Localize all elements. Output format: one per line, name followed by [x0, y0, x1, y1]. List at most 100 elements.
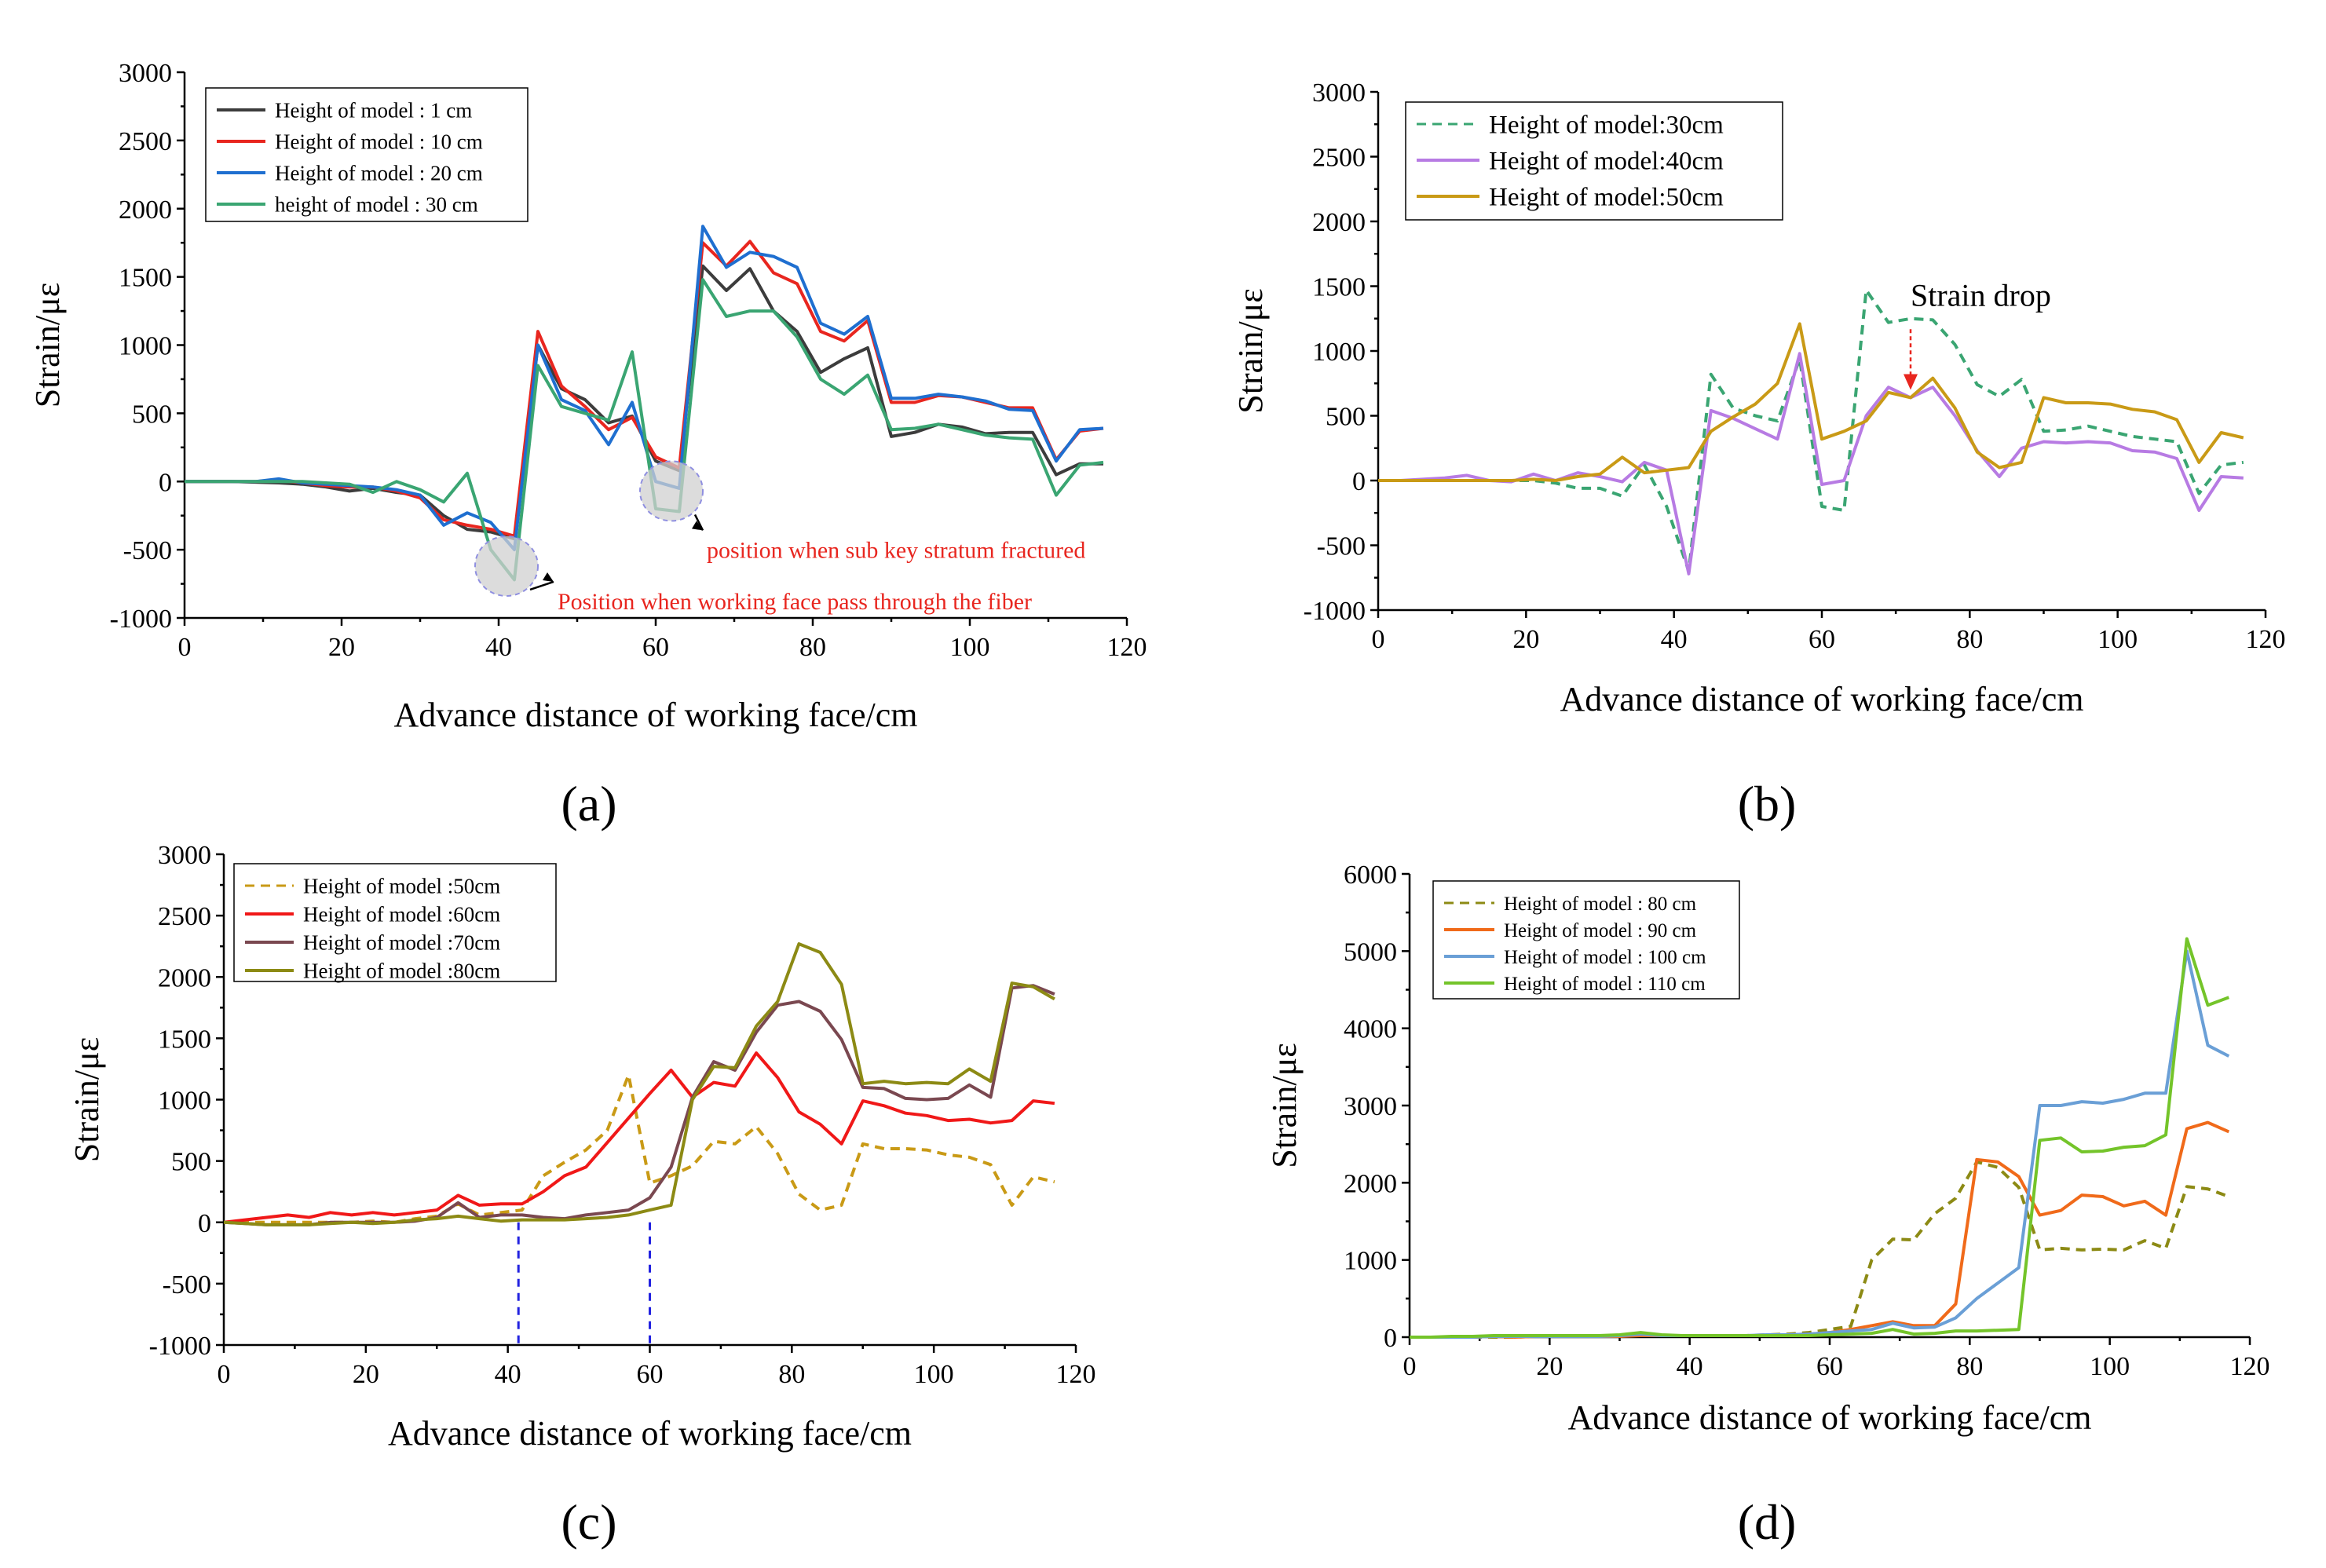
y-tick-label: 2000: [1312, 208, 1366, 237]
y-tick-label: -500: [1317, 532, 1366, 561]
y-axis-title: Strain/με: [68, 1037, 106, 1162]
x-tick-label: 100: [914, 1360, 954, 1389]
annotation-arrow: [529, 580, 554, 591]
y-tick-label: -1000: [110, 605, 172, 634]
series-line: [185, 278, 1104, 582]
highlight-circle: [639, 460, 704, 522]
x-tick-label: 40: [495, 1360, 521, 1389]
annotation-text: Position when working face pass through …: [558, 589, 1032, 615]
panel-a-chart: -1000 -500 0 500 1000 1500 2000 2500 3000 0 20 40 60…: [28, 59, 1147, 832]
x-tick-label: 60: [642, 633, 669, 662]
x-axis-title: Advance distance of working face/cm: [393, 696, 917, 734]
x-tick-label: 60: [1809, 625, 1835, 654]
y-tick-label: 0: [1384, 1324, 1397, 1353]
panel-c-chart: -1000 -500 0 500 1000 1500 2000 2500 3000 0 20 40 60…: [68, 841, 1096, 1550]
y-tick-label: -500: [123, 536, 172, 565]
legend-label: Height of model : 1 cm: [275, 98, 472, 122]
x-tick-label: 40: [485, 633, 512, 662]
y-tick-label: 0: [1352, 467, 1366, 496]
y-tick-label: 1000: [1344, 1247, 1397, 1276]
y-tick-label: 2000: [1344, 1169, 1397, 1198]
legend-label: Height of model : 90 cm: [1504, 920, 1697, 941]
y-tick-label: 0: [198, 1209, 211, 1238]
y-axis-title: Strain/με: [1231, 288, 1270, 413]
series-line: [224, 942, 1055, 1226]
legend-label: Height of model :60cm: [303, 902, 500, 926]
x-tick-label: 80: [1956, 1352, 1983, 1381]
legend-label: height of model : 30 cm: [275, 192, 478, 216]
y-axis-title: Strain/με: [28, 283, 67, 408]
x-tick-label: 0: [1372, 625, 1385, 654]
annotation-text: Strain drop: [1911, 277, 2051, 313]
x-tick-label: 80: [778, 1360, 805, 1389]
legend-label: Height of model :50cm: [303, 874, 500, 897]
annotation-arrow: [693, 514, 704, 531]
series-line: [1410, 1160, 2229, 1339]
series-line: [1378, 352, 2244, 576]
x-tick-label: 80: [1956, 625, 1983, 654]
x-axis-title: Advance distance of working face/cm: [388, 1414, 912, 1453]
x-axis-title: Advance distance of working face/cm: [1560, 680, 2083, 718]
x-tick-label: 40: [1661, 625, 1688, 654]
y-tick-label: 1500: [119, 264, 172, 293]
y-tick-label: 4000: [1344, 1015, 1397, 1044]
legend-label: Height of model : 80 cm: [1504, 894, 1697, 915]
x-tick-label: 0: [178, 633, 192, 662]
legend-box: [233, 863, 557, 982]
panel-b-chart: -1000 -500 0 500 1000 1500 2000 2500 3000 0 20 40 60…: [1231, 79, 2286, 832]
y-tick-label: -1000: [149, 1332, 211, 1361]
series-line: [224, 1073, 1055, 1224]
y-tick-label: 2500: [119, 127, 172, 156]
x-tick-label: 100: [2097, 625, 2138, 654]
y-tick-label: 2500: [1312, 144, 1366, 173]
series-line: [224, 1051, 1055, 1224]
series-line: [1410, 1120, 2230, 1339]
series-line: [1410, 937, 2229, 1339]
y-axis-title: Strain/με: [1265, 1043, 1304, 1168]
y-tick-label: 1000: [119, 332, 172, 361]
y-tick-label: 1500: [1312, 273, 1366, 302]
legend-label: Height of model:30cm: [1489, 111, 1724, 140]
legend-box: [1432, 880, 1740, 1000]
x-tick-label: 60: [1816, 1352, 1843, 1381]
y-tick-label: -1000: [1304, 597, 1366, 626]
x-tick-label: 100: [2090, 1352, 2130, 1381]
y-tick-label: 500: [171, 1148, 211, 1177]
x-tick-label: 120: [2246, 625, 2286, 654]
y-tick-label: -500: [163, 1270, 211, 1299]
legend-label: Height of model : 20 cm: [275, 161, 483, 185]
y-tick-label: 2000: [158, 963, 211, 992]
x-tick-label: 20: [353, 1360, 379, 1389]
x-tick-label: 120: [1107, 633, 1147, 662]
x-tick-label: 100: [950, 633, 990, 662]
arrow-head: [1904, 374, 1918, 390]
y-tick-label: 5000: [1344, 938, 1397, 967]
y-tick-label: 500: [132, 400, 172, 429]
x-tick-label: 20: [1512, 625, 1539, 654]
y-tick-label: 2000: [119, 196, 172, 225]
legend-label: Height of model:50cm: [1489, 184, 1724, 212]
panel-label: (a): [561, 776, 616, 832]
arrow-head: [543, 572, 554, 582]
y-tick-label: 1000: [158, 1087, 211, 1116]
panel-label: (c): [561, 1494, 616, 1550]
panel-label: (d): [1738, 1494, 1797, 1550]
series-line: [1378, 322, 2244, 482]
y-tick-label: 0: [159, 468, 172, 497]
annotation-text: position when sub key stratum fractured: [707, 537, 1085, 563]
highlight-circle: [474, 535, 539, 597]
legend-label: Height of model : 100 cm: [1504, 947, 1706, 968]
arrow-head: [692, 521, 703, 531]
legend-label: Height of model:40cm: [1489, 148, 1724, 176]
y-tick-label: 1000: [1312, 338, 1366, 367]
legend-label: Height of model : 10 cm: [275, 130, 483, 153]
y-tick-label: 6000: [1344, 861, 1397, 890]
y-tick-label: 1500: [158, 1025, 211, 1054]
y-tick-label: 3000: [158, 841, 211, 870]
x-tick-label: 20: [328, 633, 355, 662]
y-tick-label: 3000: [1344, 1092, 1397, 1121]
series-line: [1410, 949, 2230, 1339]
panel-d-chart: 0 1000 2000 3000 4000 5000 6000 0 20 40 60 80 100 120…: [1265, 861, 2270, 1550]
x-tick-label: 120: [1056, 1360, 1096, 1389]
